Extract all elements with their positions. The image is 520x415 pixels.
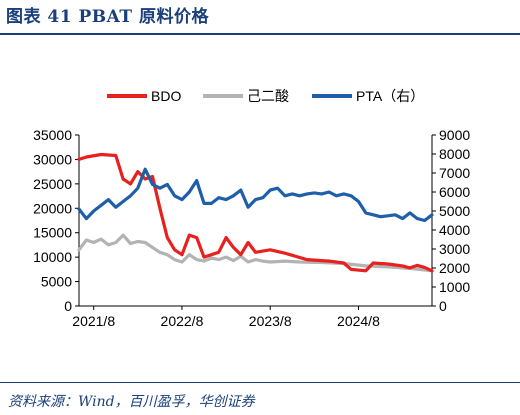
y-left-tick-label: 15000 [33,225,72,241]
y-left-tick-label: 35000 [33,127,72,143]
y-right-tick-label: 9000 [439,127,470,143]
y-right-tick-label: 2000 [439,260,470,276]
y-left-tick-label: 20000 [33,200,72,216]
legend-label: 己二酸 [247,88,289,104]
series-line-bdo [77,152,434,273]
chart-legend: BDO 己二酸 PTA（右） [107,88,424,104]
source-note: 资料来源：Wind，百川盈孚，华创证券 [8,394,255,410]
x-tick-label: 2023/8 [249,313,292,329]
y-right-tick-label: 5000 [439,203,470,219]
y-right-tick-label: 3000 [439,241,470,257]
y-right-tick-label: 1000 [439,279,470,295]
x-tick-label: 2022/8 [161,313,204,329]
x-tick-label: 2024/8 [337,313,380,329]
legend-label: BDO [151,88,181,104]
y-left-tick-label: 5000 [41,274,72,290]
series-line-pta [77,167,434,223]
y-right-tick-label: 8000 [439,146,470,162]
y-right-tick-label: 0 [439,298,447,314]
legend-label: PTA（右） [356,88,424,104]
x-tick-label: 2021/8 [72,313,115,329]
figure-title: 图表 41 PBAT 原料价格 [6,7,209,27]
y-left-tick-label: 25000 [33,176,72,192]
y-right-tick-label: 4000 [439,222,470,238]
y-right-tick-label: 7000 [439,165,470,181]
y-right-tick-label: 6000 [439,184,470,200]
chart-axes: 0 5000 10000 15000 20000 25000 30000 35000 0 1000… [33,127,470,329]
series-line-adipic-acid [77,233,434,273]
source-divider [0,382,520,383]
chart-series [77,152,434,273]
y-left-tick-label: 10000 [33,249,72,265]
y-left-tick-label: 30000 [33,151,72,167]
title-divider [0,33,520,35]
y-left-tick-label: 0 [64,298,72,314]
